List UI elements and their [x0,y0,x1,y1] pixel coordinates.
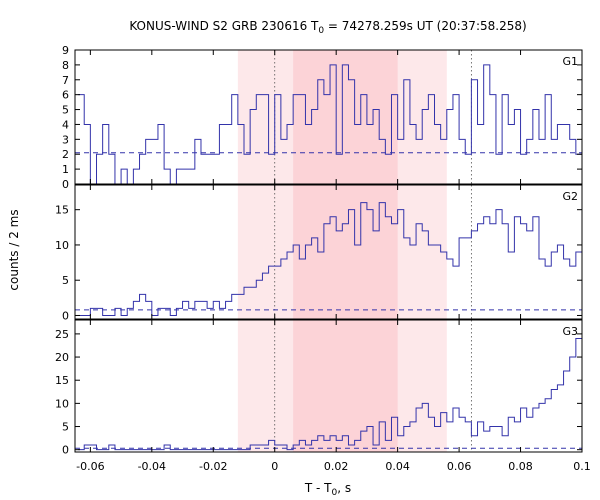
inner-interval-band [293,185,398,319]
inner-interval-band [293,50,398,184]
xlabel-subscript: 0 [332,488,338,498]
y-tick-label: 7 [62,74,69,87]
panel-frame-G2 [74,184,583,320]
y-tick-label: 0 [62,444,69,457]
x-tick-label: 0.1 [573,460,591,473]
title-prefix: KONUS-WIND S2 GRB 230616 T [129,19,319,33]
y-tick-label: 20 [55,351,69,364]
x-tick-label: -0.06 [76,460,104,473]
lightcurve-series-G1 [78,64,583,185]
chart-title: KONUS-WIND S2 GRB 230616 T0 = 74278.259s… [129,19,526,36]
y-tick-label: 25 [55,328,69,341]
panel-label: G2 [562,190,578,203]
x-tick-label: -0.04 [138,460,166,473]
y-tick-label: 5 [62,274,69,287]
panel-label: G3 [562,325,578,338]
y-tick-label: 4 [62,118,69,131]
y-axis-label: counts / 2 ms [7,209,21,290]
y-tick-label: 5 [62,104,69,117]
panel-frame-G1 [74,49,583,185]
title-suffix: = 74278.259s UT (20:37:58.258) [324,19,527,33]
x-axis-label: T - T0, s [304,481,351,498]
inner-interval-band [293,320,398,452]
y-tick-label: 8 [62,59,69,72]
title-subscript: 0 [318,26,324,36]
panel-frame-G3 [74,319,583,453]
y-tick-label: 3 [62,133,69,146]
lightcurve-series-G2 [78,202,583,316]
x-tick-label: 0.04 [385,460,410,473]
y-tick-label: 10 [55,397,69,410]
panel-label: G1 [562,55,578,68]
xlabel-suffix: , s [337,481,351,495]
x-tick-label: 0.02 [324,460,349,473]
x-tick-label: 0.08 [508,460,533,473]
y-tick-label: 10 [55,239,69,252]
lightcurve-series-G3 [78,338,583,451]
y-tick-label: 2 [62,148,69,161]
xlabel-prefix: T - T [304,481,332,495]
y-tick-label: 5 [62,421,69,434]
y-tick-label: 15 [55,374,69,387]
x-tick-label: 0.06 [447,460,472,473]
y-tick-label: 9 [62,44,69,57]
x-tick-label: 0 [271,460,278,473]
y-tick-label: 0 [62,309,69,322]
y-tick-label: 15 [55,204,69,217]
y-tick-label: 6 [62,89,69,102]
y-tick-label: 1 [62,163,69,176]
y-tick-label: 0 [62,178,69,191]
x-tick-label: -0.02 [199,460,227,473]
